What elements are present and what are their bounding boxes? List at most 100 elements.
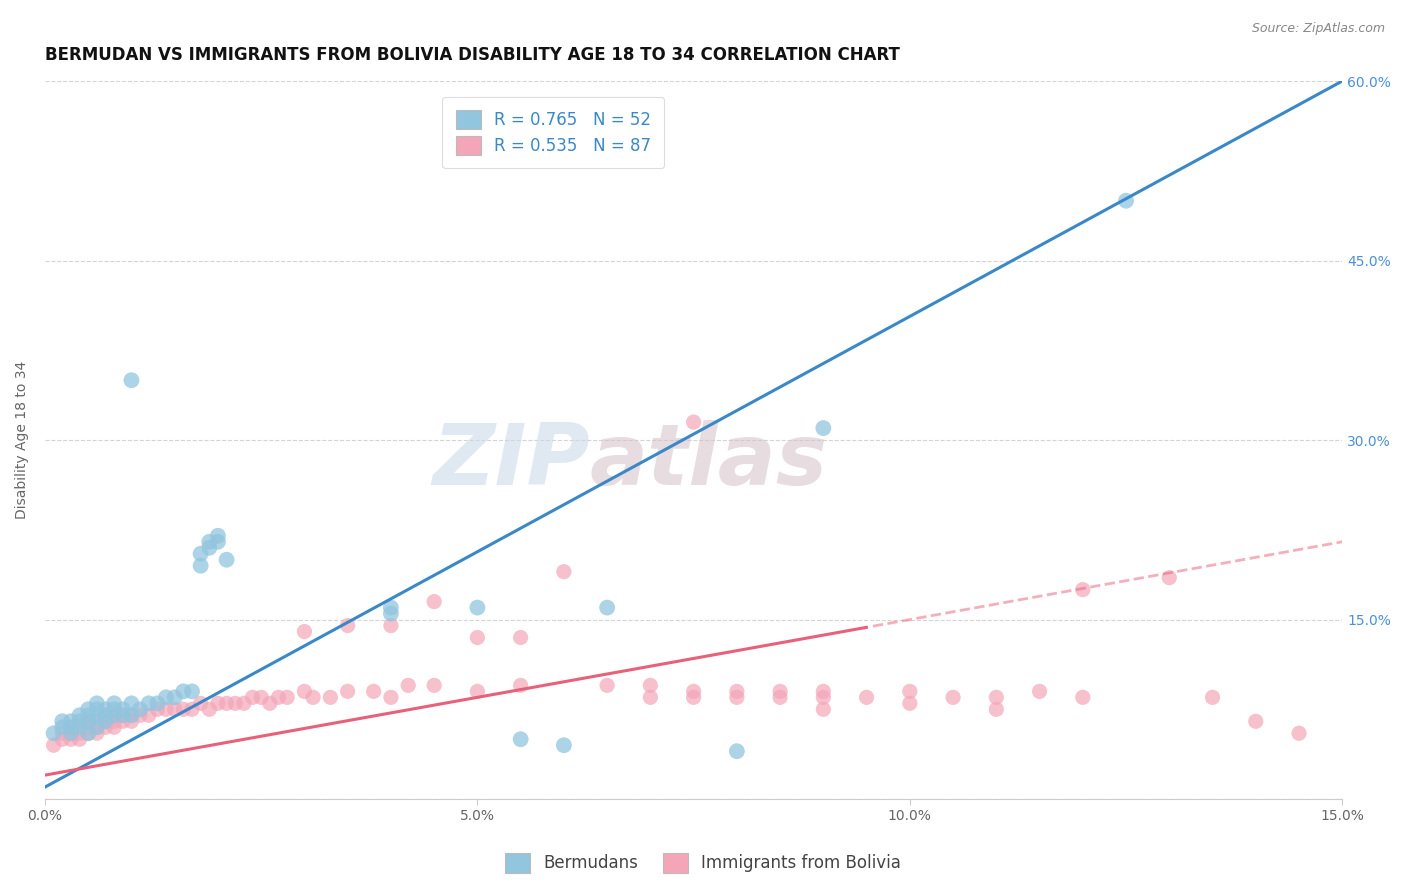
Point xyxy=(138,708,160,723)
Point xyxy=(42,726,65,740)
Point xyxy=(294,624,316,639)
Point xyxy=(276,690,298,705)
Text: atlas: atlas xyxy=(591,420,828,503)
Point xyxy=(155,702,177,716)
Point xyxy=(120,696,142,710)
Point xyxy=(1201,690,1223,705)
Point xyxy=(42,738,65,752)
Point xyxy=(86,720,108,734)
Point xyxy=(59,720,82,734)
Point xyxy=(553,565,575,579)
Point xyxy=(467,631,489,645)
Point xyxy=(59,726,82,740)
Point xyxy=(111,702,134,716)
Legend: Bermudans, Immigrants from Bolivia: Bermudans, Immigrants from Bolivia xyxy=(498,847,908,880)
Point xyxy=(120,708,142,723)
Point xyxy=(769,684,792,698)
Point xyxy=(94,720,117,734)
Point xyxy=(267,690,290,705)
Legend: R = 0.765   N = 52, R = 0.535   N = 87: R = 0.765 N = 52, R = 0.535 N = 87 xyxy=(443,96,665,169)
Point xyxy=(103,708,125,723)
Point xyxy=(51,714,73,729)
Y-axis label: Disability Age 18 to 34: Disability Age 18 to 34 xyxy=(15,361,30,519)
Point xyxy=(769,690,792,705)
Point xyxy=(380,607,402,621)
Point xyxy=(77,714,100,729)
Point xyxy=(59,732,82,747)
Point xyxy=(86,720,108,734)
Point xyxy=(86,714,108,729)
Point xyxy=(51,732,73,747)
Point xyxy=(120,708,142,723)
Point xyxy=(855,690,877,705)
Point xyxy=(986,690,1008,705)
Text: BERMUDAN VS IMMIGRANTS FROM BOLIVIA DISABILITY AGE 18 TO 34 CORRELATION CHART: BERMUDAN VS IMMIGRANTS FROM BOLIVIA DISA… xyxy=(45,46,900,64)
Point xyxy=(509,631,531,645)
Point xyxy=(111,708,134,723)
Point xyxy=(207,529,229,543)
Point xyxy=(813,690,835,705)
Point xyxy=(640,678,662,692)
Point xyxy=(396,678,419,692)
Point xyxy=(59,726,82,740)
Point xyxy=(129,702,152,716)
Point xyxy=(423,594,446,608)
Point xyxy=(94,714,117,729)
Point xyxy=(94,714,117,729)
Point xyxy=(898,684,921,698)
Point xyxy=(69,726,91,740)
Point xyxy=(198,541,221,555)
Point xyxy=(682,415,704,429)
Point xyxy=(190,547,212,561)
Point xyxy=(94,702,117,716)
Point xyxy=(94,708,117,723)
Point xyxy=(198,534,221,549)
Point xyxy=(1244,714,1267,729)
Point xyxy=(725,690,748,705)
Point xyxy=(302,690,325,705)
Point xyxy=(207,534,229,549)
Point xyxy=(155,690,177,705)
Point xyxy=(129,708,152,723)
Point xyxy=(380,618,402,632)
Point xyxy=(813,421,835,435)
Point xyxy=(86,696,108,710)
Point xyxy=(77,726,100,740)
Text: ZIP: ZIP xyxy=(432,420,591,503)
Point xyxy=(77,702,100,716)
Point xyxy=(986,702,1008,716)
Point xyxy=(190,696,212,710)
Point xyxy=(163,702,186,716)
Point xyxy=(294,684,316,698)
Point xyxy=(682,684,704,698)
Point xyxy=(77,720,100,734)
Point xyxy=(190,558,212,573)
Point xyxy=(59,720,82,734)
Point xyxy=(163,690,186,705)
Point xyxy=(103,702,125,716)
Point xyxy=(640,690,662,705)
Point xyxy=(111,714,134,729)
Point xyxy=(1071,582,1094,597)
Point xyxy=(103,714,125,729)
Point xyxy=(509,678,531,692)
Point xyxy=(363,684,385,698)
Point xyxy=(181,684,204,698)
Point xyxy=(1028,684,1050,698)
Point xyxy=(596,600,619,615)
Point xyxy=(198,702,221,716)
Point xyxy=(86,726,108,740)
Point xyxy=(682,690,704,705)
Point xyxy=(77,726,100,740)
Point xyxy=(250,690,273,705)
Point xyxy=(509,732,531,747)
Point xyxy=(224,696,246,710)
Point xyxy=(146,702,169,716)
Point xyxy=(172,702,194,716)
Point xyxy=(69,732,91,747)
Point xyxy=(86,702,108,716)
Point xyxy=(1288,726,1310,740)
Point xyxy=(336,618,359,632)
Point xyxy=(120,373,142,387)
Point xyxy=(596,678,619,692)
